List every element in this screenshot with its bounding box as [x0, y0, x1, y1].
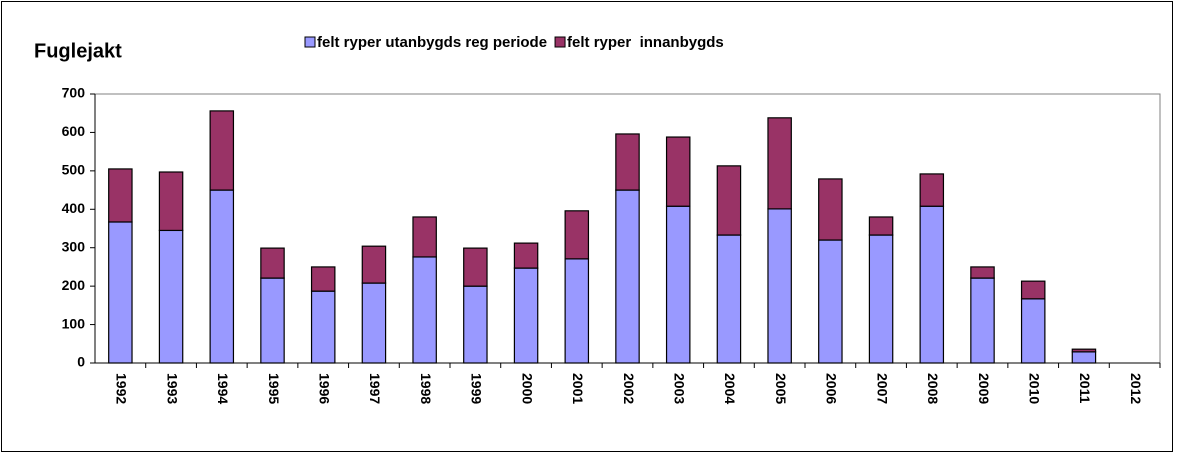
legend-swatch	[304, 36, 316, 48]
x-tick-label: 2008	[925, 373, 941, 404]
bar-segment	[564, 258, 590, 364]
x-tick-label: 1999	[469, 373, 485, 404]
bar-segment	[919, 173, 945, 207]
bar-segment	[361, 245, 387, 284]
bar-segment	[665, 205, 691, 364]
x-tick-label: 2010	[1027, 373, 1043, 404]
chart-title: Fuglejakt	[34, 40, 122, 62]
y-tick-label: 100	[62, 315, 86, 331]
bar-segment	[818, 178, 843, 241]
x-tick-label: 2004	[722, 373, 738, 404]
bar-segment	[158, 171, 184, 232]
x-tick-label: 2005	[773, 373, 789, 404]
x-tick-label: 1994	[215, 373, 231, 404]
bar-segment	[513, 242, 539, 269]
x-tick-label: 2006	[824, 373, 840, 404]
legend-swatch	[554, 36, 566, 48]
x-tick-label: 1998	[418, 373, 434, 404]
bar-segment	[209, 189, 235, 364]
bar-segment	[868, 234, 894, 364]
x-tick-label: 2009	[976, 373, 992, 404]
bar-segment	[412, 216, 437, 258]
bar-segment	[564, 210, 590, 260]
bar-segment	[158, 229, 184, 364]
x-tick-label: 1997	[367, 373, 383, 404]
bar-segment	[361, 282, 387, 364]
bar-segment	[767, 208, 792, 364]
bar-segment	[970, 277, 995, 364]
bar-segment	[919, 205, 945, 364]
y-tick-label: 400	[62, 200, 86, 216]
legend-label: felt ryper utanbygds reg periode	[317, 34, 547, 51]
bar-segment	[260, 277, 285, 364]
bar-segment	[970, 266, 995, 279]
legend-label: felt ryper innanbygds	[567, 34, 724, 51]
x-tick-label: 2000	[519, 373, 535, 404]
bar-segment	[310, 290, 336, 364]
bar-segment	[1071, 351, 1097, 364]
bar-segment	[868, 216, 894, 236]
y-tick-label: 500	[62, 162, 86, 178]
bar-segment	[310, 266, 336, 292]
bar-segment	[463, 285, 488, 364]
y-tick-label: 600	[62, 123, 86, 139]
x-tick-label: 1992	[114, 373, 130, 404]
bar-segment	[1020, 280, 1046, 300]
y-tick-label: 0	[77, 354, 85, 370]
bar-segment	[1020, 298, 1046, 364]
bar-segment	[463, 247, 488, 287]
x-tick-label: 1993	[164, 373, 180, 404]
x-tick-label: 2007	[874, 373, 890, 404]
bar-segment	[108, 221, 133, 364]
x-tick-label: 2003	[672, 373, 688, 404]
bar-segment	[716, 165, 742, 236]
bar-segment	[108, 168, 133, 223]
bar-segment	[412, 256, 437, 364]
bar-segment	[665, 136, 691, 207]
bar-segment	[1071, 348, 1097, 353]
x-tick-label: 2001	[570, 373, 586, 404]
y-tick-label: 300	[62, 238, 86, 254]
bar-segment	[260, 247, 285, 279]
bar-segment	[767, 117, 792, 210]
x-tick-label: 2012	[1128, 373, 1144, 404]
bar-segment	[818, 239, 843, 364]
x-tick-label: 2011	[1077, 373, 1093, 404]
y-tick-label: 700	[62, 85, 86, 101]
bar-segment	[615, 189, 640, 364]
x-tick-label: 1996	[317, 373, 333, 404]
bar-segment	[615, 133, 640, 191]
bar-segment	[209, 110, 235, 191]
bar-segment	[513, 267, 539, 364]
bar-segment	[716, 234, 742, 364]
x-tick-label: 1995	[266, 373, 282, 404]
y-tick-label: 200	[62, 277, 86, 293]
x-tick-label: 2002	[621, 373, 637, 404]
